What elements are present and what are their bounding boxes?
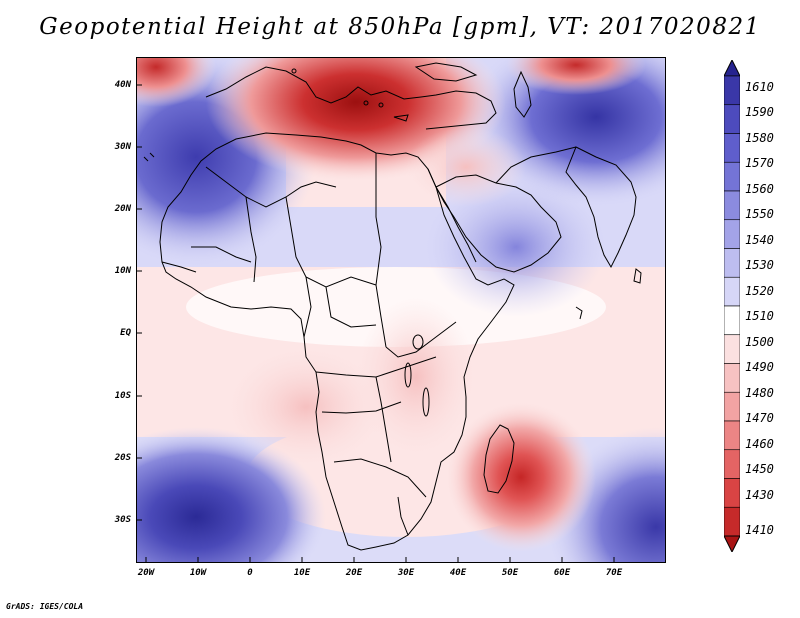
colorbar-label: 1530 [745,258,774,272]
colorbar-swatch [723,478,741,508]
colorbar-label: 1550 [745,207,774,221]
colorbar-swatch [723,363,741,393]
lon-label: 20W [137,568,155,578]
colorbar-label: 1520 [745,284,774,298]
lon-label: 20E [345,568,363,578]
geopotential-map [136,57,666,563]
coastlines [143,62,642,551]
colorbar-label: 1460 [745,437,774,451]
colorbar [723,58,741,554]
colorbar-label: 1610 [745,80,774,94]
colorbar-label: 1450 [745,462,774,476]
lon-label: 10W [189,568,207,578]
axis-ticks [136,84,615,563]
colorbar-top-arrow [723,58,741,77]
colorbar-swatch [723,219,741,249]
footer-credit: GrADS: IGES/COLA [6,602,84,611]
colorbar-label: 1470 [745,411,774,425]
colorbar-swatch [723,334,741,364]
lon-label: 30E [397,568,415,578]
colorbar-swatch [723,133,741,163]
lon-label: 60E [553,568,571,578]
lat-label: 30S [114,515,131,525]
lat-label: EQ [120,328,131,338]
lon-label: 40E [449,568,467,578]
map-panel [136,57,666,563]
colorbar-label: 1430 [745,488,774,502]
colorbar-label: 1500 [745,335,774,349]
lon-label: 50E [501,568,519,578]
colorbar-swatch [723,248,741,278]
colorbar-swatch [723,104,741,134]
colorbar-swatch [723,506,741,537]
colorbar-swatch [723,391,741,422]
lat-label: 10N [114,266,131,276]
colorbar-label: 1540 [745,233,774,247]
lat-label: 40N [114,80,131,90]
lon-label: 70E [605,568,623,578]
lon-label: 10E [293,568,311,578]
lat-label: 20S [114,453,131,463]
map-title: Geopotential Height at 850hPa [gpm], VT:… [39,14,761,40]
colorbar-label: 1490 [745,360,774,374]
colorbar-label: 1410 [745,523,774,537]
lat-label: 10S [114,391,131,401]
colorbar-swatch [723,190,741,221]
colorbar-swatch [723,420,741,451]
colorbar-label: 1510 [745,309,774,323]
colorbar-label: 1590 [745,105,774,119]
colorbar-label: 1570 [745,156,774,170]
colorbar-swatch [723,161,741,192]
colorbar-swatch [723,75,741,106]
colorbar-graphic [723,58,741,554]
lat-label: 20N [114,204,131,214]
colorbar-label: 1560 [745,182,774,196]
lon-label: 0 [247,568,253,578]
colorbar-swatch [723,305,741,336]
colorbar-swatch [723,449,741,479]
map-frame [136,57,666,563]
colorbar-label: 1480 [745,386,774,400]
colorbar-swatch [723,276,741,307]
lat-label: 30N [114,142,131,152]
colorbar-bottom-arrow [723,535,741,554]
colorbar-label: 1580 [745,131,774,145]
